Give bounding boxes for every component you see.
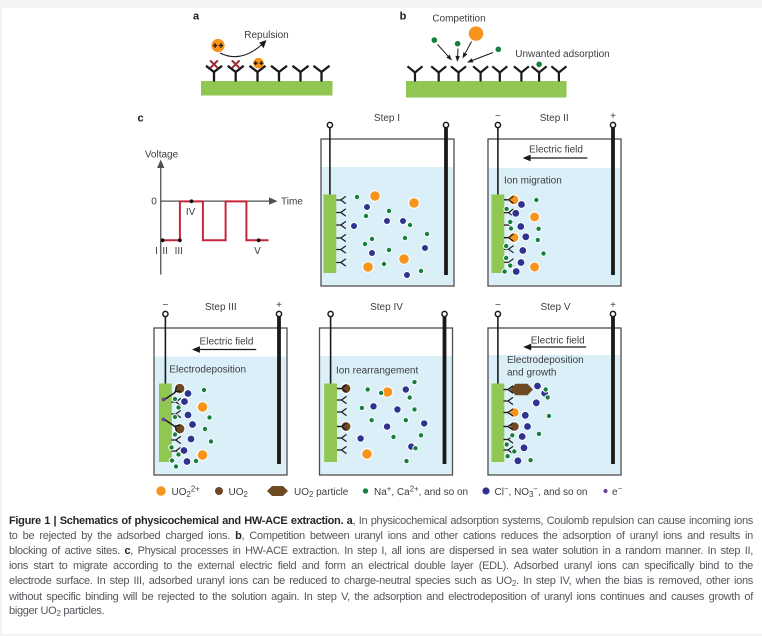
svg-text:Na+, Ca2+, and so on: Na+, Ca2+, and so on — [374, 484, 468, 497]
svg-text:Electric field: Electric field — [529, 145, 583, 156]
svg-text:e−: e− — [612, 484, 623, 497]
svg-text:Time: Time — [281, 197, 303, 208]
svg-text:c: c — [137, 113, 143, 125]
svg-text:−: − — [495, 111, 501, 122]
svg-text:Voltage: Voltage — [145, 150, 179, 161]
svg-text:0: 0 — [151, 197, 157, 208]
svg-text:Step II: Step II — [540, 113, 569, 124]
svg-text:−: − — [495, 300, 501, 311]
svg-text:+: + — [610, 300, 616, 311]
svg-text:Electrodeposition: Electrodeposition — [507, 355, 584, 366]
svg-text:Cl−, NO3−, and so on: Cl−, NO3−, and so on — [495, 484, 588, 499]
svg-text:Ion rearrangement: Ion rearrangement — [336, 366, 418, 377]
svg-text:Competition: Competition — [432, 14, 485, 25]
svg-text:I: I — [155, 246, 158, 257]
svg-text:Electric field: Electric field — [200, 337, 254, 348]
svg-text:Electrodeposition: Electrodeposition — [169, 365, 246, 376]
svg-text:Step V: Step V — [540, 302, 570, 313]
svg-text:II: II — [162, 246, 168, 257]
svg-text:−: − — [162, 300, 168, 311]
svg-text:Electric field: Electric field — [531, 336, 585, 347]
svg-text:Repulsion: Repulsion — [244, 30, 288, 41]
svg-text:UO22+: UO22+ — [172, 484, 201, 499]
svg-text:Step III: Step III — [205, 302, 237, 313]
svg-text:a: a — [193, 11, 200, 23]
svg-text:Step I: Step I — [374, 113, 400, 124]
svg-text:IV: IV — [186, 207, 196, 218]
svg-text:Ion migration: Ion migration — [504, 175, 562, 186]
svg-text:UO2: UO2 — [229, 487, 248, 499]
svg-text:+: + — [610, 111, 616, 122]
svg-text:+: + — [276, 300, 282, 311]
svg-text:III: III — [175, 246, 183, 257]
svg-text:Unwanted adsorption: Unwanted adsorption — [515, 49, 610, 60]
svg-text:Step IV: Step IV — [370, 302, 403, 313]
svg-text:V: V — [254, 246, 261, 257]
svg-text:UO2 particle: UO2 particle — [294, 487, 349, 499]
svg-text:and growth: and growth — [507, 368, 556, 379]
svg-text:b: b — [400, 11, 407, 23]
